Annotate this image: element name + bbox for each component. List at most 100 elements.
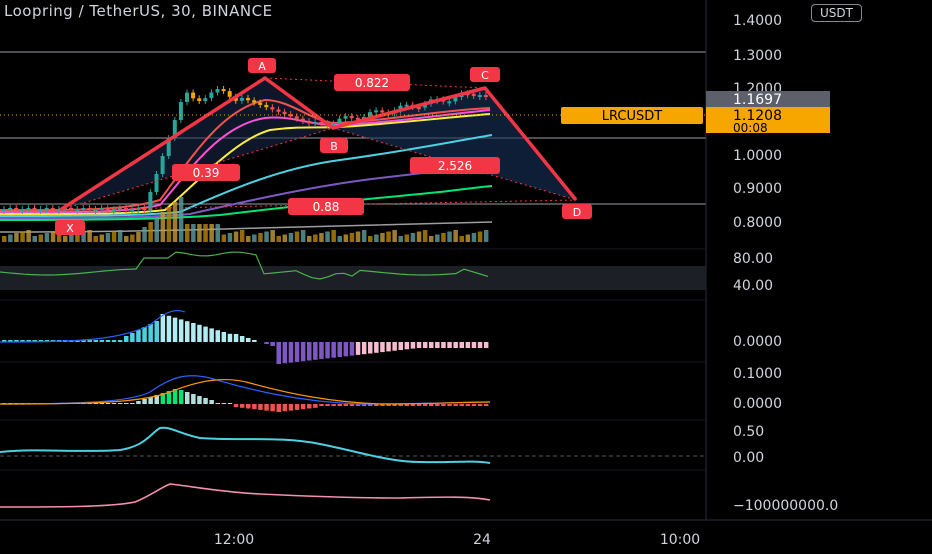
volume-bar (313, 234, 318, 242)
chart-title[interactable]: Loopring / TetherUS, 30, BINANCE (4, 2, 273, 20)
macd-bar (75, 340, 80, 342)
volume-bar (185, 224, 190, 242)
svg-text:1.1697: 1.1697 (733, 92, 782, 108)
macd-bar (239, 336, 245, 342)
volume-bar (368, 236, 373, 242)
volume-bar (142, 227, 147, 242)
price-axis[interactable]: 1.4000 1.3000 1.2000 1.0000 0.9000 0.800… (733, 13, 782, 231)
volume-bar (166, 207, 172, 242)
osc2-bar (429, 404, 434, 406)
volume-bar (233, 231, 239, 242)
macd-bar (459, 342, 464, 348)
macd-bar (355, 342, 361, 355)
rsi-tick: 80.00 (733, 251, 773, 267)
volume-bars (2, 197, 489, 242)
pattern-point-d[interactable]: D (562, 204, 592, 219)
symbol-price-tag[interactable]: LRCUSDT (561, 107, 703, 124)
ratio-label-bd[interactable]: 2.526 (410, 157, 500, 174)
currency-button[interactable]: USDT (811, 4, 862, 22)
volume-bar (69, 234, 74, 242)
time-axis[interactable]: 12:00 24 10:00 (214, 532, 700, 548)
osc2-bar (441, 404, 446, 406)
volume-bar (459, 236, 464, 242)
macd-bar (282, 342, 288, 364)
macd-bar (26, 340, 31, 342)
macd-bar (264, 342, 269, 344)
volume-bar (343, 234, 349, 242)
osc2-bar (191, 394, 196, 404)
osc2-bar (361, 404, 367, 406)
volume-bar (410, 233, 416, 242)
time-tick: 24 (473, 532, 491, 548)
osc2-bar (258, 404, 263, 410)
volume-bar (124, 236, 129, 242)
osc2-bar (99, 403, 105, 404)
volume-bar (191, 224, 196, 242)
volume-bar (270, 230, 275, 242)
pattern-point-b[interactable]: B (320, 138, 348, 153)
svg-text:LRCUSDT: LRCUSDT (602, 109, 662, 124)
volume-bar (361, 230, 367, 242)
volume-bar (258, 233, 263, 242)
osc2-bar (313, 404, 318, 408)
ratio-label-xb[interactable]: 0.39 (172, 164, 240, 181)
svg-text:1.1208: 1.1208 (733, 108, 782, 124)
pattern-point-a[interactable]: A (248, 58, 276, 73)
osc2-bar (105, 403, 111, 404)
osc2-bar (288, 404, 294, 411)
macd-bar (209, 328, 214, 342)
ratio-label-xd[interactable]: 0.88 (288, 198, 364, 215)
osc2-bar (203, 398, 208, 404)
volume-bar (215, 224, 220, 242)
macd-bar (435, 342, 440, 348)
pattern-point-c[interactable]: C (470, 67, 500, 82)
macd-bar (313, 342, 318, 360)
volume-bar (93, 236, 98, 242)
volume-bar (441, 233, 446, 242)
volume-bar (416, 231, 422, 242)
volume-bar (2, 236, 7, 242)
current-price-tag: 1.1208 00:08 (706, 107, 830, 135)
macd-bar (81, 340, 86, 342)
pattern-xd-dotted (59, 199, 577, 211)
osc2-bar (465, 404, 471, 406)
osc2-bar (483, 404, 489, 406)
volume-bar (386, 231, 391, 242)
macd-bar (386, 342, 391, 352)
ma-red-line (0, 98, 491, 212)
macd-bar (166, 315, 172, 342)
osc2-bar (130, 403, 135, 404)
osc2-bar (386, 404, 391, 406)
volume-bar (398, 236, 403, 242)
price-tick: 1.0000 (733, 148, 782, 164)
volume-bar (319, 233, 324, 242)
osc3-tick: 0.00 (733, 450, 764, 466)
ratio-label-ac[interactable]: 0.822 (334, 74, 410, 91)
osc2-bar (331, 404, 336, 406)
osc2-slow-line (0, 378, 491, 405)
macd-bar (215, 330, 220, 342)
osc2-bar (398, 404, 403, 406)
macd-bar (270, 342, 275, 346)
macd-bar (453, 342, 458, 348)
osc2-bar (239, 404, 245, 408)
macd-bar (368, 342, 373, 354)
volume-osc-line (0, 483, 491, 508)
ma-yellow-line (0, 113, 491, 216)
macd-bar (337, 342, 342, 357)
macd-bar (124, 336, 129, 342)
osc2-bar (154, 395, 159, 404)
volume-bar (148, 222, 153, 242)
macd-bar (477, 342, 483, 348)
volume-bar (447, 231, 452, 242)
pattern-point-x[interactable]: X (55, 220, 85, 235)
svg-text:A: A (258, 60, 266, 73)
macd-bar (111, 340, 117, 342)
macd-bar (422, 342, 428, 348)
osc2-bar (471, 404, 477, 406)
price-tick: 0.9000 (733, 181, 782, 197)
rsi-band (0, 266, 706, 290)
volume-bar (172, 202, 178, 242)
